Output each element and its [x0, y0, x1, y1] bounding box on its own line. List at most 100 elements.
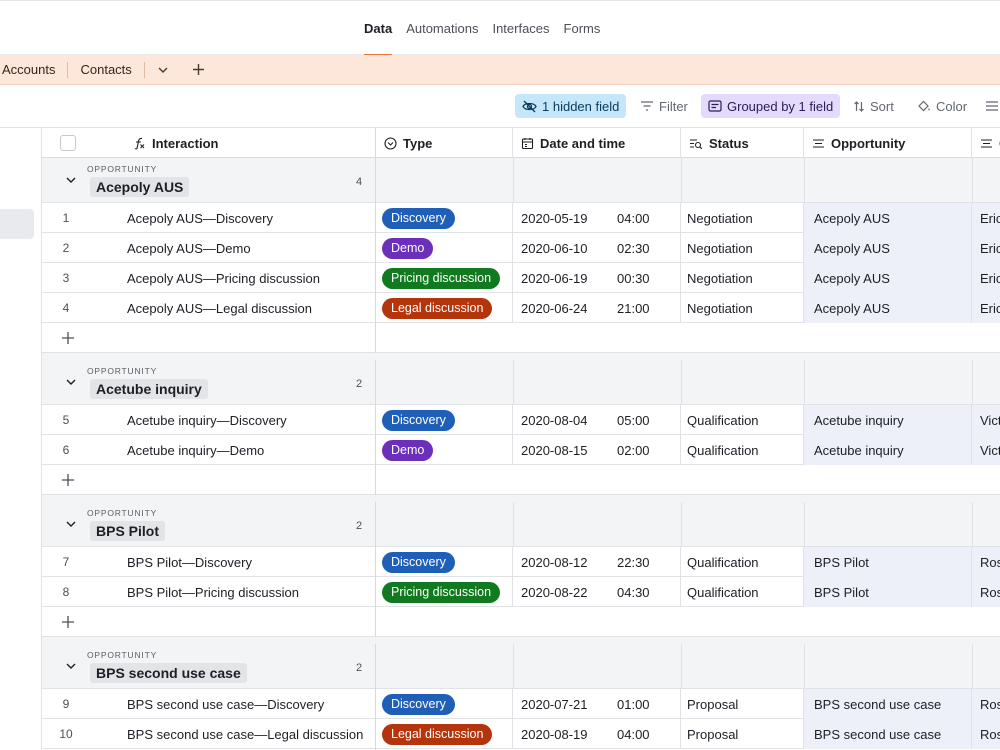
table-row[interactable]: 10 BPS second use case—Legal discussion Le… [42, 719, 1000, 749]
filter-button[interactable]: Filter [633, 94, 695, 118]
type-cell[interactable]: Legal discussion [376, 719, 513, 749]
table-row[interactable]: 7 BPS Pilot—Discovery Discovery 2020-08-12 2… [42, 547, 1000, 577]
type-cell[interactable]: Discovery [376, 405, 513, 435]
tab-automations[interactable]: Automations [406, 21, 479, 36]
opportunity-cell[interactable]: BPS Pilot [804, 547, 972, 577]
group-button[interactable]: Grouped by 1 field [701, 94, 841, 118]
owner-cell[interactable]: Vict [972, 405, 1000, 435]
add-record-icon[interactable] [61, 615, 75, 629]
table-row[interactable]: 1 Acepoly AUS—Discovery Discovery 2020-05-1… [42, 203, 1000, 233]
interaction-cell[interactable]: Acepoly AUS—Discovery [90, 203, 376, 233]
opportunity-cell[interactable]: Acetube inquiry [804, 435, 972, 465]
interaction-cell[interactable]: BPS Pilot—Discovery [90, 547, 376, 577]
table-tab-accounts[interactable]: Accounts [2, 62, 56, 77]
column-header-status[interactable]: Status [681, 128, 804, 158]
owner-cell[interactable]: Vict [972, 435, 1000, 465]
table-row[interactable]: 9 BPS second use case—Discovery Discovery 2… [42, 689, 1000, 719]
status-cell[interactable]: Proposal [681, 719, 804, 749]
column-header-opportunity[interactable]: Opportunity [804, 128, 972, 158]
opportunity-cell[interactable]: Acepoly AUS [804, 233, 972, 263]
opportunity-cell[interactable]: BPS second use case [804, 689, 972, 719]
date-cell[interactable]: 2020-06-24 21:00 [513, 293, 681, 323]
date-cell[interactable]: 2020-08-22 04:30 [513, 577, 681, 607]
select-all-checkbox[interactable] [60, 135, 76, 151]
add-record-row[interactable] [42, 465, 1000, 495]
opportunity-cell[interactable]: Acepoly AUS [804, 263, 972, 293]
collapse-group-icon[interactable] [64, 517, 78, 531]
type-cell[interactable]: Discovery [376, 547, 513, 577]
owner-cell[interactable]: Ros [972, 689, 1000, 719]
date-cell[interactable]: 2020-06-10 02:30 [513, 233, 681, 263]
type-cell[interactable]: Pricing discussion [376, 577, 513, 607]
date-cell[interactable]: 2020-08-12 22:30 [513, 547, 681, 577]
interaction-cell[interactable]: Acetube inquiry—Demo [90, 435, 376, 465]
chevron-down-icon[interactable] [145, 55, 181, 85]
hidden-fields-button[interactable]: 1 hidden field [515, 94, 627, 118]
date-cell[interactable]: 2020-08-04 05:00 [513, 405, 681, 435]
add-record-row[interactable] [42, 607, 1000, 637]
type-cell[interactable]: Demo [376, 233, 513, 263]
status-cell[interactable]: Negotiation [681, 233, 804, 263]
status-cell[interactable]: Negotiation [681, 263, 804, 293]
collapse-group-icon[interactable] [64, 375, 78, 389]
interaction-cell[interactable]: BPS second use case—Discovery [90, 689, 376, 719]
type-cell[interactable]: Legal discussion [376, 293, 513, 323]
column-header-owner[interactable]: C [972, 128, 1000, 158]
interaction-cell[interactable]: BPS second use case—Legal discussion [90, 719, 376, 749]
sort-button[interactable]: Sort [846, 94, 901, 118]
opportunity-cell[interactable]: Acepoly AUS [804, 203, 972, 233]
date-cell[interactable]: 2020-06-19 00:30 [513, 263, 681, 293]
collapse-group-icon[interactable] [64, 659, 78, 673]
add-record-icon[interactable] [61, 331, 75, 345]
status-cell[interactable]: Qualification [681, 547, 804, 577]
type-cell[interactable]: Discovery [376, 689, 513, 719]
column-header-date[interactable]: Date and time [513, 128, 681, 158]
color-button[interactable]: Color [910, 94, 974, 118]
opportunity-cell[interactable]: Acepoly AUS [804, 293, 972, 323]
status-cell[interactable]: Negotiation [681, 293, 804, 323]
opportunity-cell[interactable]: BPS second use case [804, 719, 972, 749]
interaction-cell[interactable]: Acepoly AUS—Pricing discussion [90, 263, 376, 293]
add-record-icon[interactable] [61, 473, 75, 487]
add-record-row[interactable] [42, 323, 1000, 353]
table-row[interactable]: 2 Acepoly AUS—Demo Demo 2020-06-10 02:30 Nego… [42, 233, 1000, 263]
type-cell[interactable]: Discovery [376, 203, 513, 233]
interaction-cell[interactable]: BPS Pilot—Pricing discussion [90, 577, 376, 607]
status-cell[interactable]: Qualification [681, 405, 804, 435]
table-row[interactable]: 8 BPS Pilot—Pricing discussion Pricing dis… [42, 577, 1000, 607]
table-row[interactable]: 5 Acetube inquiry—Discovery Discovery 2020-… [42, 405, 1000, 435]
date-cell[interactable]: 2020-07-21 01:00 [513, 689, 681, 719]
opportunity-cell[interactable]: BPS Pilot [804, 577, 972, 607]
sidebar-selected-view[interactable] [0, 209, 34, 239]
opportunity-cell[interactable]: Acetube inquiry [804, 405, 972, 435]
owner-cell[interactable]: Ros [972, 719, 1000, 749]
owner-cell[interactable]: Ros [972, 577, 1000, 607]
add-table-icon[interactable] [181, 55, 217, 85]
owner-cell[interactable]: Ros [972, 547, 1000, 577]
row-height-button[interactable] [982, 94, 1000, 118]
owner-cell[interactable]: Eric [972, 203, 1000, 233]
status-cell[interactable]: Negotiation [681, 203, 804, 233]
column-header-type[interactable]: Type [376, 128, 513, 158]
date-cell[interactable]: 2020-05-19 04:00 [513, 203, 681, 233]
status-cell[interactable]: Qualification [681, 435, 804, 465]
status-cell[interactable]: Qualification [681, 577, 804, 607]
table-row[interactable]: 4 Acepoly AUS—Legal discussion Legal discu… [42, 293, 1000, 323]
collapse-group-icon[interactable] [64, 173, 78, 187]
table-row[interactable]: 6 Acetube inquiry—Demo Demo 2020-08-15 02:00… [42, 435, 1000, 465]
interaction-cell[interactable]: Acetube inquiry—Discovery [90, 405, 376, 435]
tab-data[interactable]: Data [357, 1, 399, 56]
status-cell[interactable]: Proposal [681, 689, 804, 719]
tab-forms[interactable]: Forms [563, 21, 601, 36]
table-row[interactable]: 3 Acepoly AUS—Pricing discussion Pricing d… [42, 263, 1000, 293]
interaction-cell[interactable]: Acepoly AUS—Demo [90, 233, 376, 263]
interaction-cell[interactable]: Acepoly AUS—Legal discussion [90, 293, 376, 323]
type-cell[interactable]: Pricing discussion [376, 263, 513, 293]
date-cell[interactable]: 2020-08-15 02:00 [513, 435, 681, 465]
date-cell[interactable]: 2020-08-19 04:00 [513, 719, 681, 749]
owner-cell[interactable]: Eric [972, 293, 1000, 323]
owner-cell[interactable]: Eric [972, 233, 1000, 263]
owner-cell[interactable]: Eric [972, 263, 1000, 293]
type-cell[interactable]: Demo [376, 435, 513, 465]
column-header-interaction[interactable]: Interaction [42, 128, 376, 158]
